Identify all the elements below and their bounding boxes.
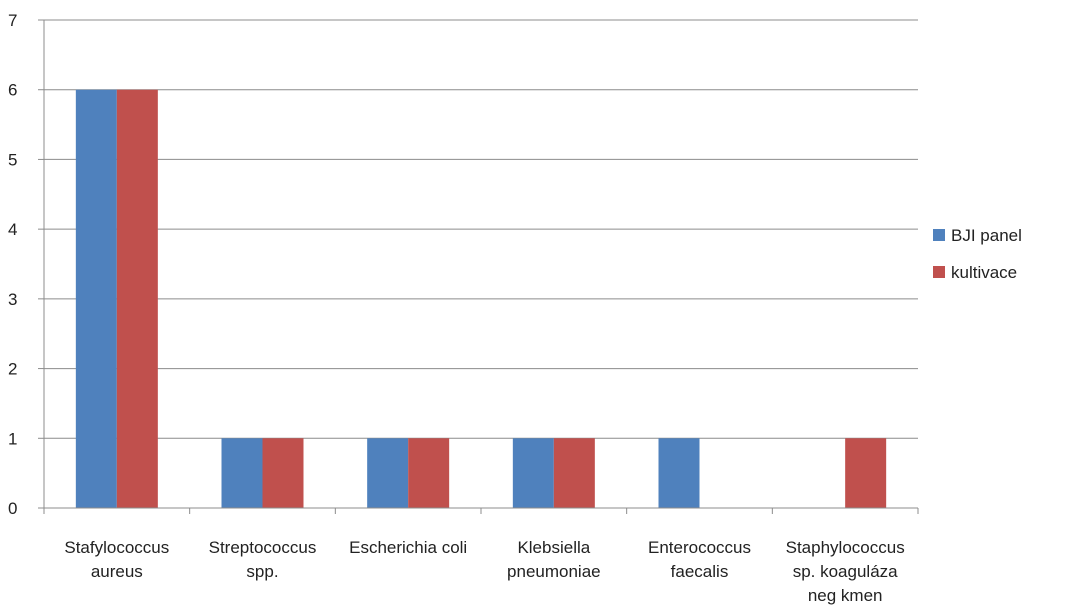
y-tick-label: 4 [8,220,17,239]
legend-label: kultivace [951,263,1017,282]
bar-kultivace [845,438,887,508]
x-category-label: spp. [246,562,278,581]
x-category-label: neg kmen [808,586,883,605]
bar-kultivace [553,438,595,508]
bar-bji-panel [512,438,554,508]
x-category-label: faecalis [671,562,729,581]
bar-bji-panel [367,438,409,508]
y-tick-label: 1 [8,429,17,448]
x-category-label: Enterococcus [648,538,751,557]
bar-bji-panel [658,438,700,508]
legend-label: BJI panel [951,226,1022,245]
bar-kultivace [262,438,304,508]
x-category-label: sp. koaguláza [793,562,898,581]
legend-swatch [933,266,945,278]
x-axis-category-labels: Stafylococcus aureus Streptococcus spp. Esch… [64,538,904,605]
y-tick-label: 0 [8,499,17,518]
bar-bji-panel [221,438,263,508]
x-category-label: aureus [91,562,143,581]
bar-bji-panel [75,89,117,508]
x-category-label: Klebsiella [517,538,590,557]
y-tick-label: 2 [8,360,17,379]
bar-kultivace [408,438,450,508]
y-tick-label: 6 [8,81,17,100]
axes [38,19,919,514]
x-category-label: pneumoniae [507,562,601,581]
x-category-label: Stafylococcus [64,538,169,557]
x-category-label: Streptococcus [209,538,317,557]
y-tick-label: 5 [8,150,17,169]
gridlines [44,19,918,439]
legend-swatch [933,229,945,241]
x-category-label: Staphylococcus [786,538,905,557]
bar-kultivace [116,89,158,508]
x-category-label: Escherichia coli [349,538,467,557]
legend: BJI panel kultivace [933,226,1022,282]
y-axis-tick-labels: 0 1 2 3 4 5 6 7 [8,11,17,518]
y-tick-label: 3 [8,290,17,309]
y-tick-label: 7 [8,11,17,30]
bars [75,89,887,508]
